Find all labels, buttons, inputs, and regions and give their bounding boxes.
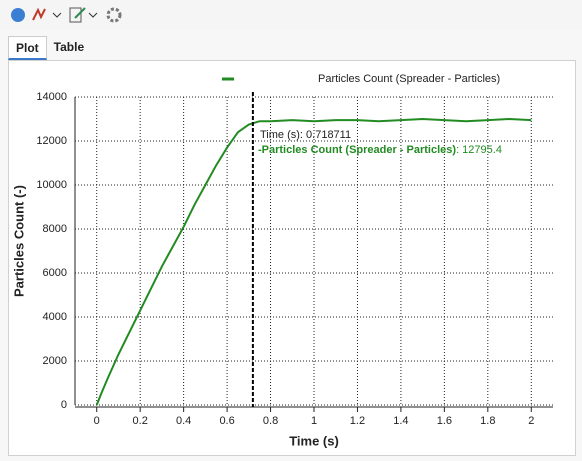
x-tick-label: 1.8: [480, 415, 495, 427]
legend-label: Particles Count (Spreader - Particles): [318, 73, 500, 85]
cursor-series-name: -Particles Count (Spreader - Particles): [258, 144, 456, 156]
y-axis-label: Particles Count (-): [11, 185, 26, 297]
y-tick-label: 12000: [36, 135, 67, 147]
x-tick-label: 1.6: [437, 415, 452, 427]
x-axis-label: Time (s): [289, 433, 339, 448]
y-tick-label: 4000: [43, 311, 67, 323]
x-tick-label: 0.6: [219, 415, 234, 427]
tab[interactable]: Table: [53, 40, 85, 54]
y-tick-label: 6000: [43, 267, 67, 279]
x-tick-label: 1.2: [350, 415, 365, 427]
x-tick-label: 0.4: [176, 415, 191, 427]
y-tick-label: 8000: [43, 223, 67, 235]
settings-icon[interactable]: [106, 7, 122, 23]
export-pen: [74, 7, 86, 19]
y-tick-label: 0: [61, 399, 67, 411]
dropdown-arrow[interactable]: [52, 12, 62, 18]
y-tick-label: 10000: [36, 179, 67, 191]
cursor-value-label: -Particles Count (Spreader - Particles):…: [258, 144, 502, 156]
x-tick-label: 0: [94, 415, 100, 427]
help-icon[interactable]: [11, 8, 25, 22]
dropdown-arrow[interactable]: [88, 12, 98, 18]
toolbar: [0, 0, 582, 30]
x-tick-label: 1.4: [393, 415, 408, 427]
cursor-time-label: Time (s): 0.718711: [260, 129, 351, 141]
curve-icon[interactable]: [32, 7, 46, 21]
x-tick-label: 2: [528, 415, 534, 427]
tab[interactable]: Plot: [8, 36, 47, 60]
y-tick-label: 2000: [43, 355, 67, 367]
cursor-value: : 12795.4: [456, 144, 502, 156]
tab-bar: Plot Table: [8, 36, 91, 60]
x-tick-label: 0.2: [133, 415, 148, 427]
data-line: [95, 117, 532, 406]
x-tick-label: 0.8: [263, 415, 278, 427]
x-tick-label: 1: [311, 415, 317, 427]
export-icon[interactable]: [69, 7, 82, 23]
y-tick-label: 14000: [36, 91, 67, 103]
